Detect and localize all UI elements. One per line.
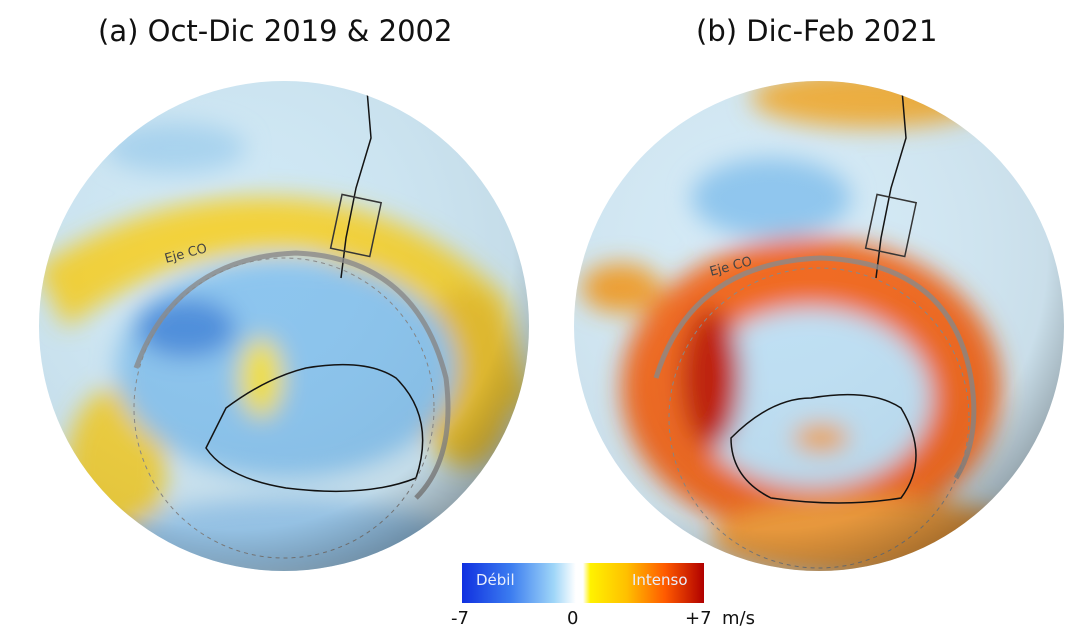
colorbar: Débil Intenso <box>462 563 704 603</box>
colorbar-mid: 0 <box>567 608 579 629</box>
panel-b-title: (b) Dic-Feb 2021 <box>696 14 938 48</box>
globe-map-a: Eje CO <box>39 81 529 571</box>
panel-a-title: (a) Oct-Dic 2019 & 2002 <box>98 14 453 48</box>
colorbar-max: +7 <box>685 608 712 629</box>
colorbar-min: -7 <box>451 608 469 629</box>
colorbar-weak-label: Débil <box>476 571 515 589</box>
colorbar-unit: m/s <box>722 608 755 629</box>
globe-map-b: Eje CO <box>574 81 1064 571</box>
colorbar-strong-label: Intenso <box>632 571 688 589</box>
